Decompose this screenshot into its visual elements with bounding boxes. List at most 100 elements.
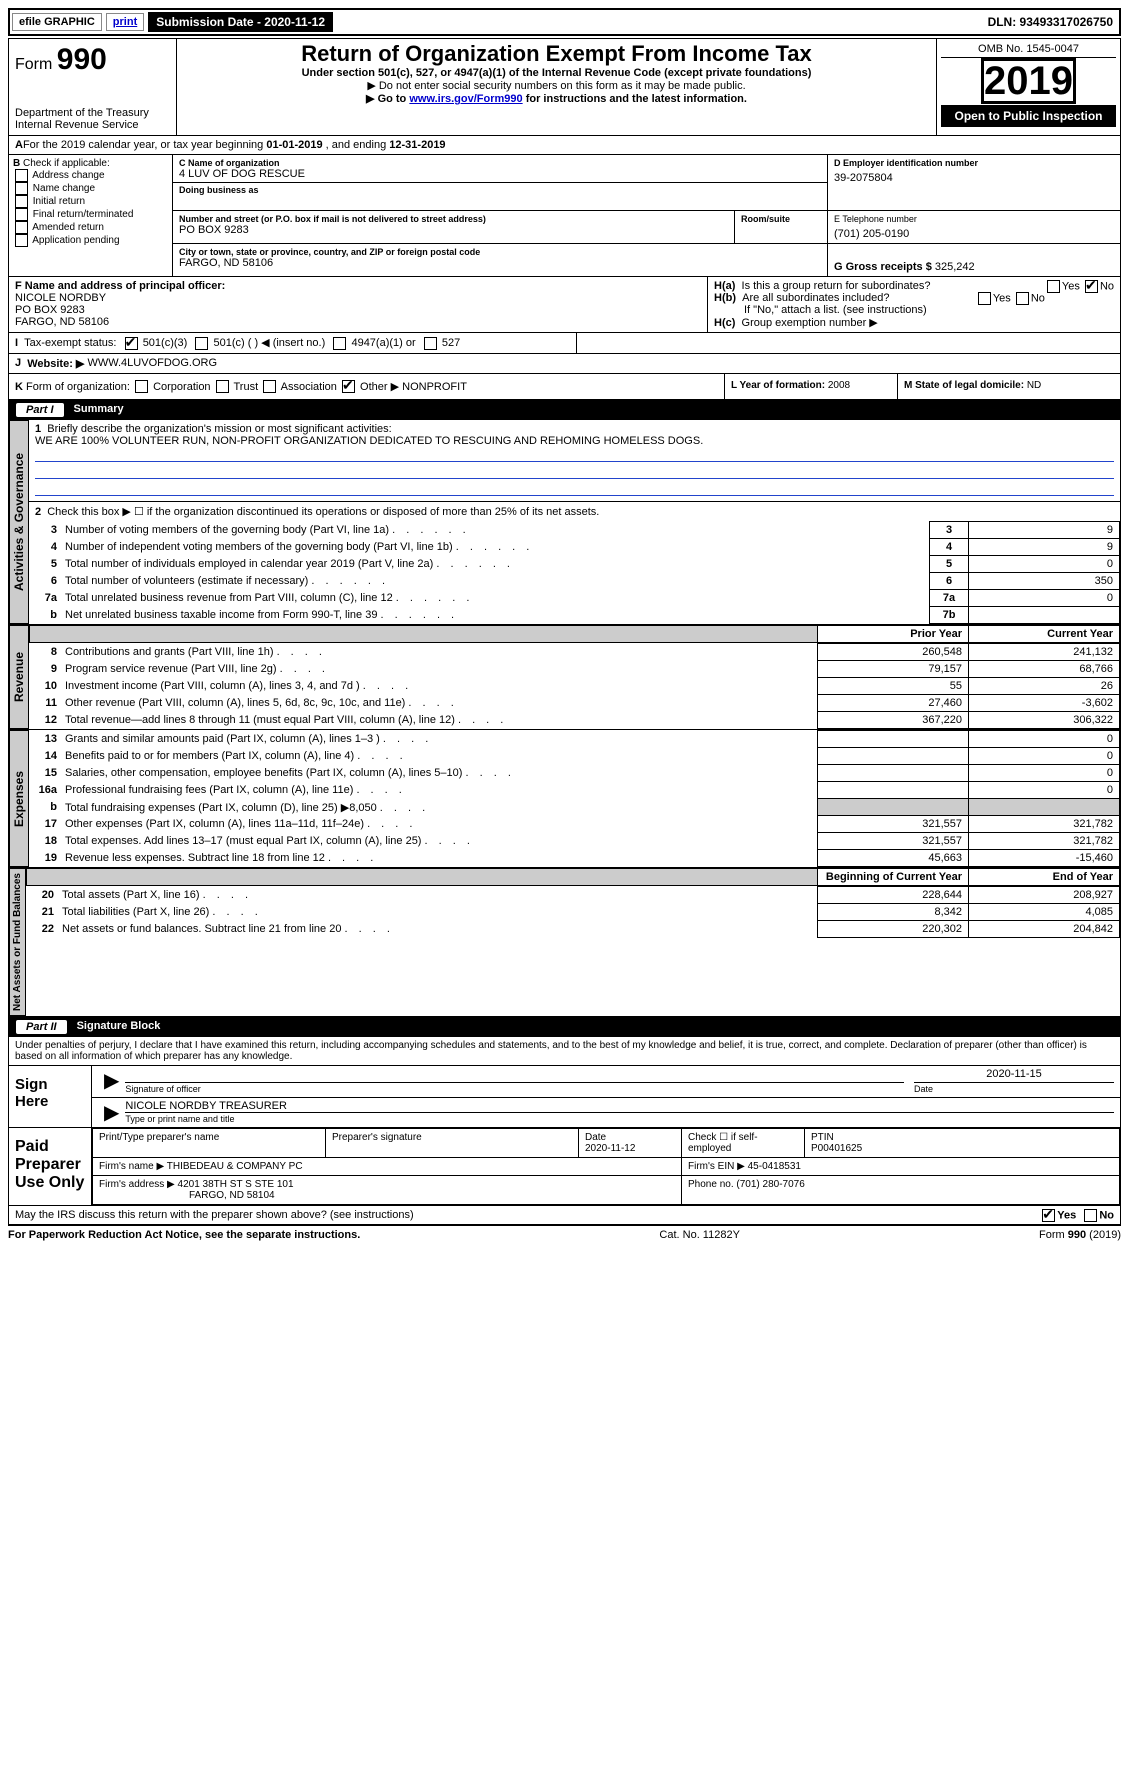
tab-governance: Activities & Governance xyxy=(9,420,29,624)
prior-value xyxy=(818,748,969,765)
line-box: 3 xyxy=(930,522,969,539)
hb-no[interactable] xyxy=(1016,292,1029,305)
instructions-link[interactable]: www.irs.gov/Form990 xyxy=(409,93,522,105)
line-text: Total assets (Part X, line 16) . . . . xyxy=(58,887,818,904)
print-button[interactable]: print xyxy=(106,13,144,31)
chk-assoc[interactable] xyxy=(263,380,276,393)
line-text: Contributions and grants (Part VIII, lin… xyxy=(61,644,818,661)
year-formation: 2008 xyxy=(828,380,850,391)
firm-addr2: FARGO, ND 58104 xyxy=(99,1190,275,1201)
form-title: Return of Organization Exempt From Incom… xyxy=(183,41,930,67)
current-value: 241,132 xyxy=(969,644,1120,661)
firm-ein-label: Firm's EIN ▶ xyxy=(688,1161,745,1172)
chk-final-return[interactable] xyxy=(15,208,28,221)
line-num: 14 xyxy=(29,748,61,765)
officer-name-title: NICOLE NORDBY TREASURER xyxy=(125,1100,1114,1113)
line-num: b xyxy=(29,799,61,816)
line-text: Other revenue (Part VIII, column (A), li… xyxy=(61,695,818,712)
gross-receipts: 325,242 xyxy=(935,261,975,273)
line-value: 0 xyxy=(969,556,1120,573)
chk-501c3[interactable] xyxy=(125,337,138,350)
ha-yes[interactable] xyxy=(1047,280,1060,293)
line-box: 6 xyxy=(930,573,969,590)
col-curr: Current Year xyxy=(969,626,1120,643)
line-box: 4 xyxy=(930,539,969,556)
chk-address-change[interactable] xyxy=(15,169,28,182)
tab-expenses: Expenses xyxy=(9,730,29,867)
current-value: 321,782 xyxy=(969,816,1120,833)
line-text: Grants and similar amounts paid (Part IX… xyxy=(61,731,818,748)
firm-name: THIBEDEAU & COMPANY PC xyxy=(167,1161,303,1172)
line-num: 4 xyxy=(29,539,61,556)
line-num: 19 xyxy=(29,850,61,867)
current-value: 0 xyxy=(969,748,1120,765)
chk-app-pending[interactable] xyxy=(15,234,28,247)
d-ein-label: D Employer identification number xyxy=(834,158,1114,168)
line-num: 6 xyxy=(29,573,61,590)
current-value: 0 xyxy=(969,731,1120,748)
form-number: 990 xyxy=(57,43,107,76)
date-label: Date xyxy=(914,1084,933,1094)
line-num: 15 xyxy=(29,765,61,782)
prior-value xyxy=(818,765,969,782)
prior-value: 79,157 xyxy=(818,661,969,678)
tab-netassets: Net Assets or Fund Balances xyxy=(9,868,26,1016)
firm-ein: 45-0418531 xyxy=(748,1161,801,1172)
chk-trust[interactable] xyxy=(216,380,229,393)
q2-text: Check this box ▶ ☐ if the organization d… xyxy=(47,506,599,518)
chk-corp[interactable] xyxy=(135,380,148,393)
line-text: Total number of individuals employed in … xyxy=(61,556,930,573)
discuss-no[interactable] xyxy=(1084,1209,1097,1222)
chk-527[interactable] xyxy=(424,337,437,350)
line-text: Total unrelated business revenue from Pa… xyxy=(61,590,930,607)
m-label: M State of legal domicile: xyxy=(904,380,1024,391)
part1-header: Part ISummary xyxy=(8,400,1121,420)
line-value: 9 xyxy=(969,539,1120,556)
arrow-icon: ▶ xyxy=(98,1068,125,1095)
chk-other[interactable] xyxy=(342,380,355,393)
line-num: 11 xyxy=(29,695,61,712)
line-num: 10 xyxy=(29,678,61,695)
line-num: 20 xyxy=(26,887,58,904)
discuss-yes[interactable] xyxy=(1042,1209,1055,1222)
col-end: End of Year xyxy=(969,869,1120,886)
current-value: 204,842 xyxy=(969,921,1120,938)
tax-year: 2019 xyxy=(981,58,1076,104)
line-num: 21 xyxy=(26,904,58,921)
chk-initial-return[interactable] xyxy=(15,195,28,208)
chk-4947[interactable] xyxy=(333,337,346,350)
addr-label: Number and street (or P.O. box if mail i… xyxy=(179,214,728,224)
phone-value: (701) 205-0190 xyxy=(834,224,1114,240)
prior-value: 8,342 xyxy=(818,904,969,921)
i-label: Tax-exempt status: xyxy=(24,337,116,349)
f-label: F Name and address of principal officer: xyxy=(15,280,701,292)
chk-name-change[interactable] xyxy=(15,182,28,195)
dba-label: Doing business as xyxy=(179,185,821,195)
line-num: 17 xyxy=(29,816,61,833)
line-box: 5 xyxy=(930,556,969,573)
footer-mid: Cat. No. 11282Y xyxy=(659,1229,740,1241)
line-box: 7b xyxy=(930,607,969,624)
line-num: 12 xyxy=(29,712,61,729)
ha-no[interactable] xyxy=(1085,280,1098,293)
form-subtitle: Under section 501(c), 527, or 4947(a)(1)… xyxy=(183,67,930,79)
form-header: Form 990 Department of the Treasury Inte… xyxy=(8,38,1121,136)
officer-addr2: FARGO, ND 58106 xyxy=(15,316,701,328)
line-text: Benefits paid to or for members (Part IX… xyxy=(61,748,818,765)
arrow-icon: ▶ xyxy=(98,1100,125,1125)
current-value: 68,766 xyxy=(969,661,1120,678)
perjury-declaration: Under penalties of perjury, I declare th… xyxy=(8,1037,1121,1066)
hb-label: Are all subordinates included? xyxy=(742,292,889,304)
current-value: -15,460 xyxy=(969,850,1120,867)
line-text: Other expenses (Part IX, column (A), lin… xyxy=(61,816,818,833)
hb-yes[interactable] xyxy=(978,292,991,305)
line-text: Total liabilities (Part X, line 26) . . … xyxy=(58,904,818,921)
chk-amended[interactable] xyxy=(15,221,28,234)
prior-value: 260,548 xyxy=(818,644,969,661)
prior-value: 55 xyxy=(818,678,969,695)
chk-501c[interactable] xyxy=(195,337,208,350)
line-text: Program service revenue (Part VIII, line… xyxy=(61,661,818,678)
line-num: 7a xyxy=(29,590,61,607)
current-value: 0 xyxy=(969,782,1120,799)
note-ssn: ▶ Do not enter social security numbers o… xyxy=(183,79,930,92)
